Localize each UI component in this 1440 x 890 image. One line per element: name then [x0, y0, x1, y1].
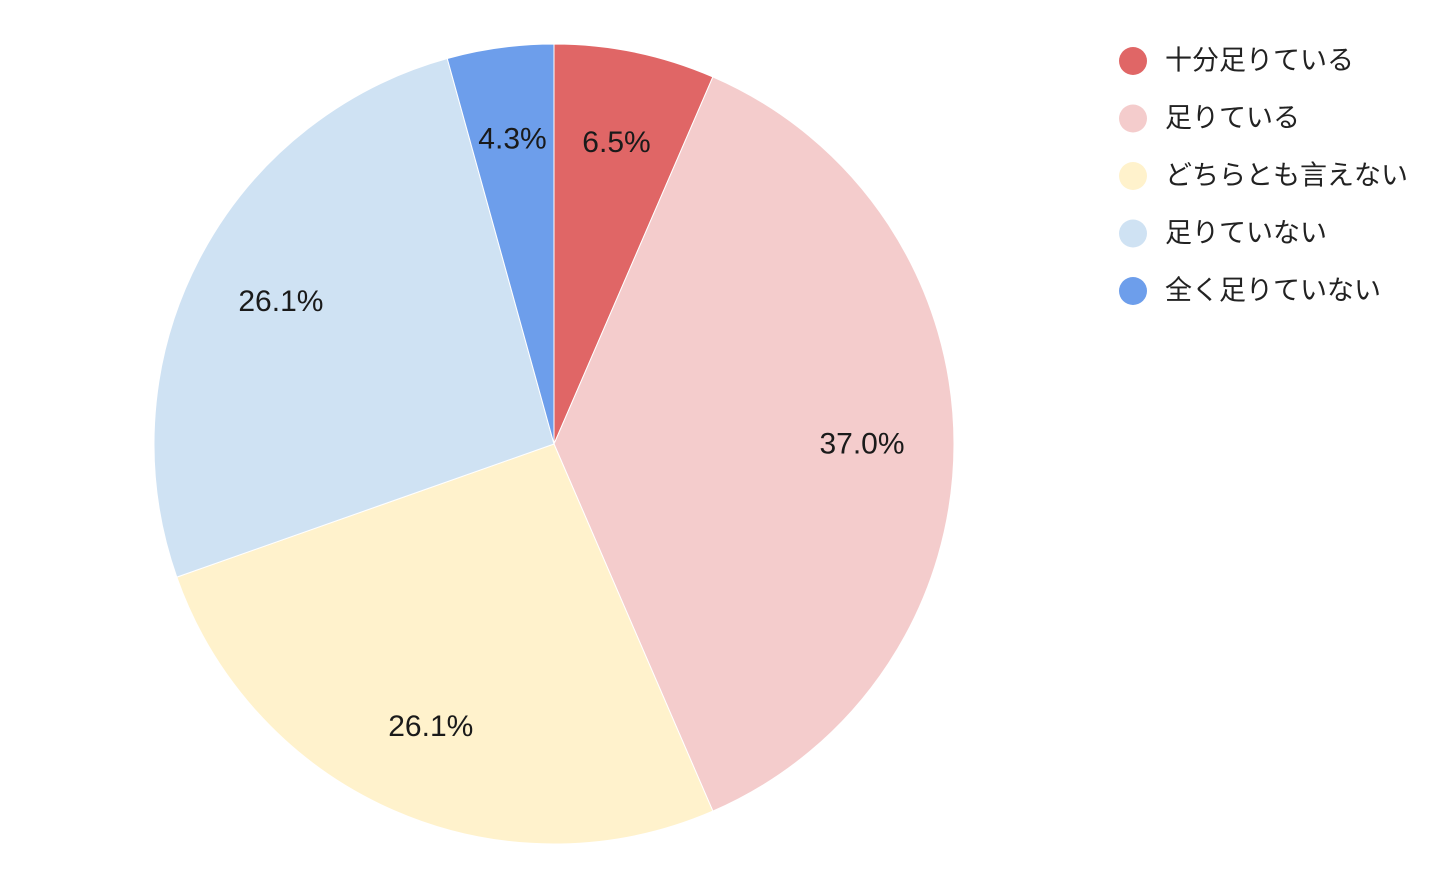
legend-label-3: どちらとも言えない — [1165, 161, 1408, 192]
legend-item-4[interactable]: 足りていない — [1119, 218, 1327, 249]
slice-label-5: 4.3% — [478, 122, 546, 155]
legend-item-5[interactable]: 全く足りていない — [1119, 276, 1381, 307]
legend-swatch-2 — [1119, 104, 1147, 133]
legend-label-4: 足りていない — [1165, 218, 1327, 249]
slice-label-2: 37.0% — [819, 428, 904, 461]
legend-swatch-5 — [1119, 277, 1147, 305]
slice-label-1: 6.5% — [582, 126, 650, 159]
legend-item-2[interactable]: 足りている — [1119, 103, 1300, 134]
pie-slice-1 — [553, 43, 714, 445]
legend-swatch-4 — [1119, 219, 1147, 248]
pie-slice-4 — [153, 57, 555, 578]
legend-item-1[interactable]: 十分足りている — [1119, 46, 1354, 77]
slice-label-3: 26.1% — [388, 710, 473, 743]
legend-swatch-3 — [1119, 162, 1147, 190]
pie-slices — [153, 43, 955, 845]
pie-slice-labels: 6.5% 37.0% 26.1% 26.1% 4.3% — [238, 122, 904, 743]
legend-label-5: 全く足りていない — [1165, 276, 1381, 307]
legend-label-2: 足りている — [1165, 103, 1300, 134]
pie-slice-2 — [553, 76, 955, 812]
pie-slice-5 — [446, 43, 555, 445]
legend-label-1: 十分足りている — [1165, 46, 1354, 77]
pie-slice-3 — [176, 443, 714, 845]
legend-item-3[interactable]: どちらとも言えない — [1119, 161, 1408, 192]
legend-swatch-1 — [1119, 47, 1147, 75]
slice-label-4: 26.1% — [238, 285, 323, 318]
